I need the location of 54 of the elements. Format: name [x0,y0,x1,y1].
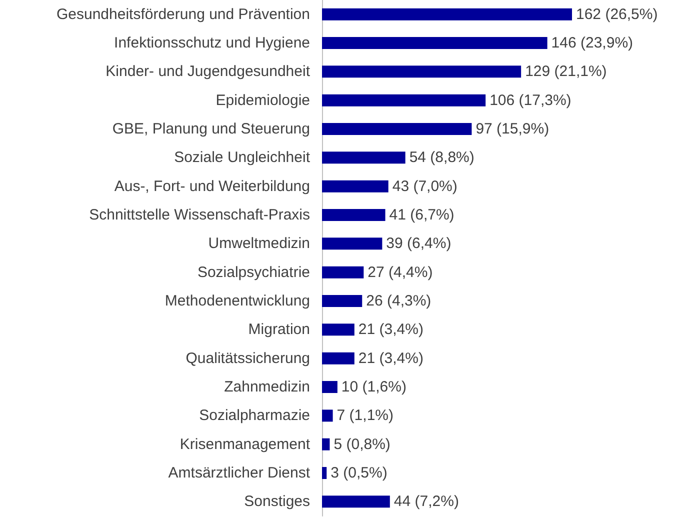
bar [322,381,338,393]
y-tick-label: Krisenmanagement [180,436,311,453]
bar [322,180,388,192]
bar [322,123,472,135]
y-tick-label: Migration [248,321,310,338]
y-tick-label: Epidemiologie [216,92,310,109]
y-tick-label: GBE, Planung und Steuerung [112,120,310,138]
data-label: 39 (6,4%) [386,235,452,252]
data-label: 41 (6,7%) [389,206,454,224]
y-tick-label: Umweltmedizin [208,235,310,252]
y-tick-label: Infektionsschutz und Hygiene [114,34,310,52]
y-tick-label: Gesundheitsförderung und Prävention [56,6,310,23]
y-tick-label: Kinder- und Jugendgesundheit [106,63,311,80]
y-tick-label: Soziale Ungleichheit [174,149,311,166]
bar [322,37,548,49]
bar [322,438,330,450]
data-label: 7 (1,1%) [336,407,394,424]
bar [322,8,572,20]
y-tick-label: Amtsärztlicher Dienst [168,464,311,482]
y-tick-label: Aus-, Fort- und Weiterbildung [114,178,310,195]
data-label: 3 (0,5%) [330,464,388,482]
bar [322,66,522,78]
bar [322,352,354,364]
bar [322,295,362,307]
y-tick-label: Schnittstelle Wissenschaft-Praxis [89,206,310,224]
data-label: 106 (17,3%) [490,92,572,109]
y-tick-label: Qualitätssicherung [186,350,310,367]
y-tick-label: Zahnmedizin [224,378,310,396]
bar [322,266,364,278]
data-label: 129 (21,1%) [525,63,607,80]
data-label: 5 (0,8%) [334,436,390,453]
data-label: 21 (3,4%) [358,350,424,367]
data-label: 21 (3,4%) [358,321,424,338]
bar [322,410,333,422]
y-tick-label: Sozialpsychiatrie [197,264,310,281]
bar [322,152,406,164]
data-label: 44 (7,2%) [394,493,459,510]
data-label: 26 (4,3%) [366,292,432,310]
bar [322,209,386,221]
y-tick-label: Methodenentwicklung [164,292,310,310]
bar [322,238,382,250]
y-tick-label: Sonstiges [244,493,310,510]
data-label: 43 (7,0%) [392,178,458,195]
data-label: 162 (26,5%) [576,6,658,23]
y-tick-label: Sozialpharmazie [199,407,310,424]
bar [322,467,327,479]
bar [322,496,390,508]
data-label: 27 (4,4%) [368,264,433,281]
data-label: 10 (1,6%) [341,378,406,396]
bar [322,94,486,106]
data-label: 54 (8,8%) [409,149,474,166]
data-label: 146 (23,9%) [551,34,634,52]
bar [322,324,354,336]
data-label: 97 (15,9%) [476,120,550,138]
